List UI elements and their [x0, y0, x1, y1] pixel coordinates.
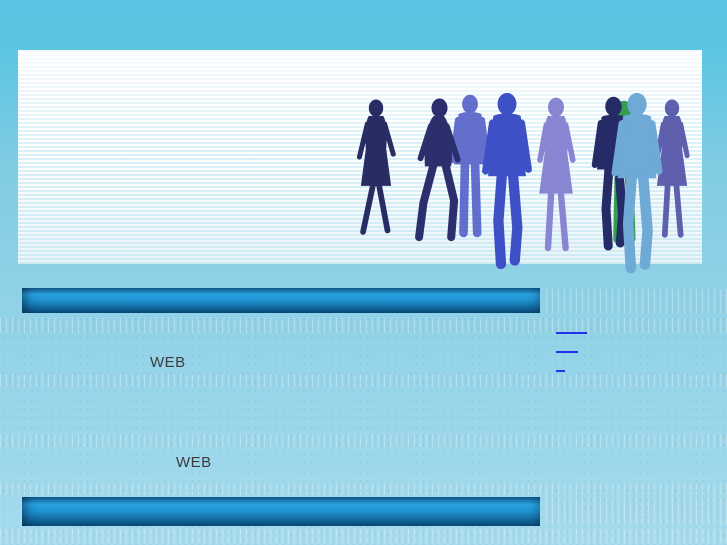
royal-blue-man: [482, 92, 532, 270]
ghost-figure: [449, 94, 491, 238]
section-header-bar-bottom: [22, 497, 540, 526]
ghost-text-row: [0, 318, 727, 333]
link-1[interactable]: [556, 332, 587, 334]
section-header-bar-top: [22, 288, 540, 313]
ghost-text-row: [0, 529, 727, 543]
purple-woman: [655, 99, 690, 238]
navy-man-walking: [415, 98, 461, 242]
link-3[interactable]: [556, 370, 565, 372]
ghost-text-row: [546, 289, 727, 313]
steel-blue-man: [611, 92, 663, 274]
hero-banner: [18, 50, 702, 274]
section-title-web-2: WEB: [176, 454, 212, 471]
navy-woman-walking: [356, 99, 396, 235]
ghost-text-row: [0, 434, 727, 447]
link-2[interactable]: [556, 351, 578, 353]
ghost-text-row: [0, 374, 727, 387]
lavender-woman: [537, 97, 576, 252]
business-people-silhouettes-illustration: [356, 92, 690, 274]
section-title-web-1: WEB: [150, 354, 186, 371]
ghost-text-row: [0, 483, 727, 495]
link-list: [556, 332, 616, 389]
ghost-text-row: [546, 497, 727, 525]
